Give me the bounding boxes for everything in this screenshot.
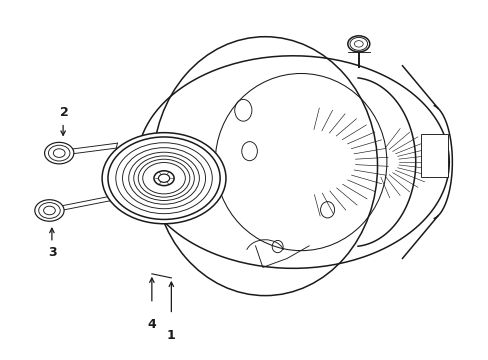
Circle shape — [35, 200, 64, 221]
Text: 1: 1 — [166, 329, 175, 342]
Circle shape — [102, 133, 225, 224]
FancyBboxPatch shape — [420, 134, 447, 177]
Text: 2: 2 — [60, 106, 68, 119]
Ellipse shape — [347, 36, 369, 52]
Circle shape — [154, 171, 174, 186]
Circle shape — [158, 174, 169, 182]
Circle shape — [354, 41, 363, 47]
Text: 4: 4 — [147, 318, 156, 331]
Text: 3: 3 — [48, 246, 57, 259]
Circle shape — [44, 142, 74, 164]
